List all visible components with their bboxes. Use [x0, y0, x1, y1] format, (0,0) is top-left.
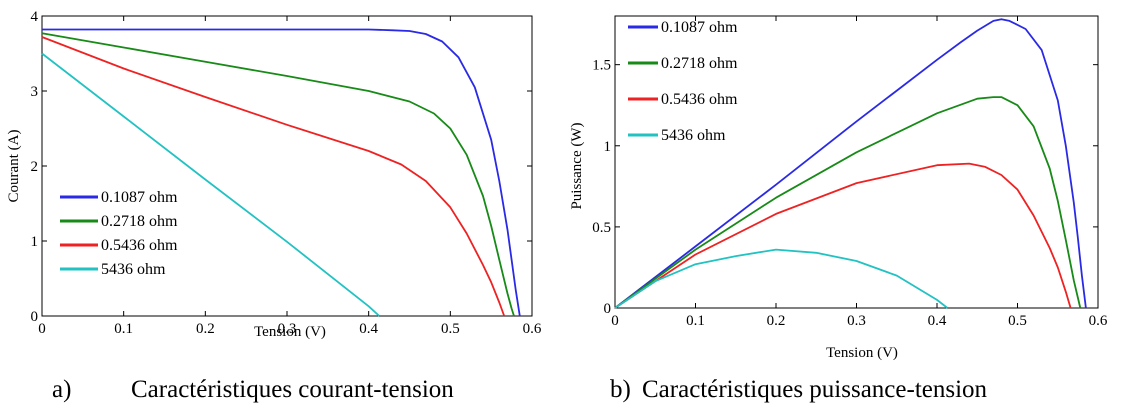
- x-tick-label: 0.2: [196, 321, 215, 337]
- y-tick-label: 3: [31, 84, 39, 100]
- legend-label: 0.1087 ohm: [101, 189, 178, 206]
- legend-label: 0.2718 ohm: [101, 213, 178, 230]
- y-tick-label: 2: [31, 159, 39, 175]
- x-tick-label: 0: [611, 313, 619, 329]
- y-tick-label: 1: [31, 234, 39, 250]
- series-line-0-1087-ohm: [614, 18, 1087, 309]
- caption-letter-a: a): [52, 376, 71, 403]
- x-tick-label: 0.5: [1008, 313, 1027, 329]
- x-tick-label: 0: [38, 321, 46, 337]
- legend-label: 0.5436 ohm: [101, 237, 178, 254]
- y-tick-label: 1: [604, 139, 612, 155]
- y-tick-label: 1.5: [592, 58, 611, 74]
- x-tick-label: 0.5: [441, 321, 460, 337]
- y-tick-label: 0: [604, 301, 612, 317]
- x-tick-label: 0.4: [928, 313, 947, 329]
- x-tick-label: 0.4: [359, 321, 378, 337]
- x-tick-label: 0.6: [1089, 313, 1108, 329]
- legend-label: 0.1087 ohm: [661, 19, 738, 36]
- x-axis-label: Tension (V): [826, 345, 898, 361]
- x-tick-label: 0.3: [847, 313, 866, 329]
- caption-b: Caractéristiques puissance-tension: [642, 376, 988, 403]
- series-line-0-2718-ohm: [41, 32, 515, 317]
- y-tick-label: 0.5: [592, 220, 611, 236]
- iv-chart: a) Caractéristiques courant-tension 0 0.1…: [6, 9, 542, 403]
- y-tick-label: 4: [31, 9, 39, 25]
- legend-label: 5436 ohm: [101, 261, 166, 278]
- series-line-0-5436-ohm: [41, 36, 506, 317]
- y-tick-label: 0: [31, 309, 39, 325]
- legend-label: 0.2718 ohm: [661, 55, 738, 72]
- x-tick-label: 0.1: [114, 321, 133, 337]
- x-tick-label: 0.3: [278, 321, 297, 337]
- caption-letter-b: b): [610, 376, 631, 403]
- caption-a: Caractéristiques courant-tension: [131, 376, 454, 403]
- legend: 0.1087 ohm 0.2718 ohm 0.5436 ohm 5436 ohm: [60, 189, 178, 278]
- series-line-0-5436-ohm: [614, 162, 1072, 309]
- series-line-5436-ohm: [41, 52, 380, 317]
- series-line-5436-ohm: [614, 248, 949, 309]
- y-axis-label: Puissance (W): [569, 122, 585, 209]
- x-tick-label: 0.2: [767, 313, 786, 329]
- x-axis-label: Tension (V): [254, 324, 326, 340]
- legend-label: 0.5436 ohm: [661, 91, 738, 108]
- y-axis-label: Courant (A): [6, 130, 22, 203]
- legend: 0.1087 ohm 0.2718 ohm 0.5436 ohm 5436 ohm: [628, 19, 738, 144]
- series-line-0-2718-ohm: [614, 96, 1082, 309]
- legend-label: 5436 ohm: [661, 127, 726, 144]
- series-line-0-1087-ohm: [42, 28, 521, 317]
- x-tick-label: 0.1: [686, 313, 705, 329]
- x-tick-label: 0.6: [523, 321, 542, 337]
